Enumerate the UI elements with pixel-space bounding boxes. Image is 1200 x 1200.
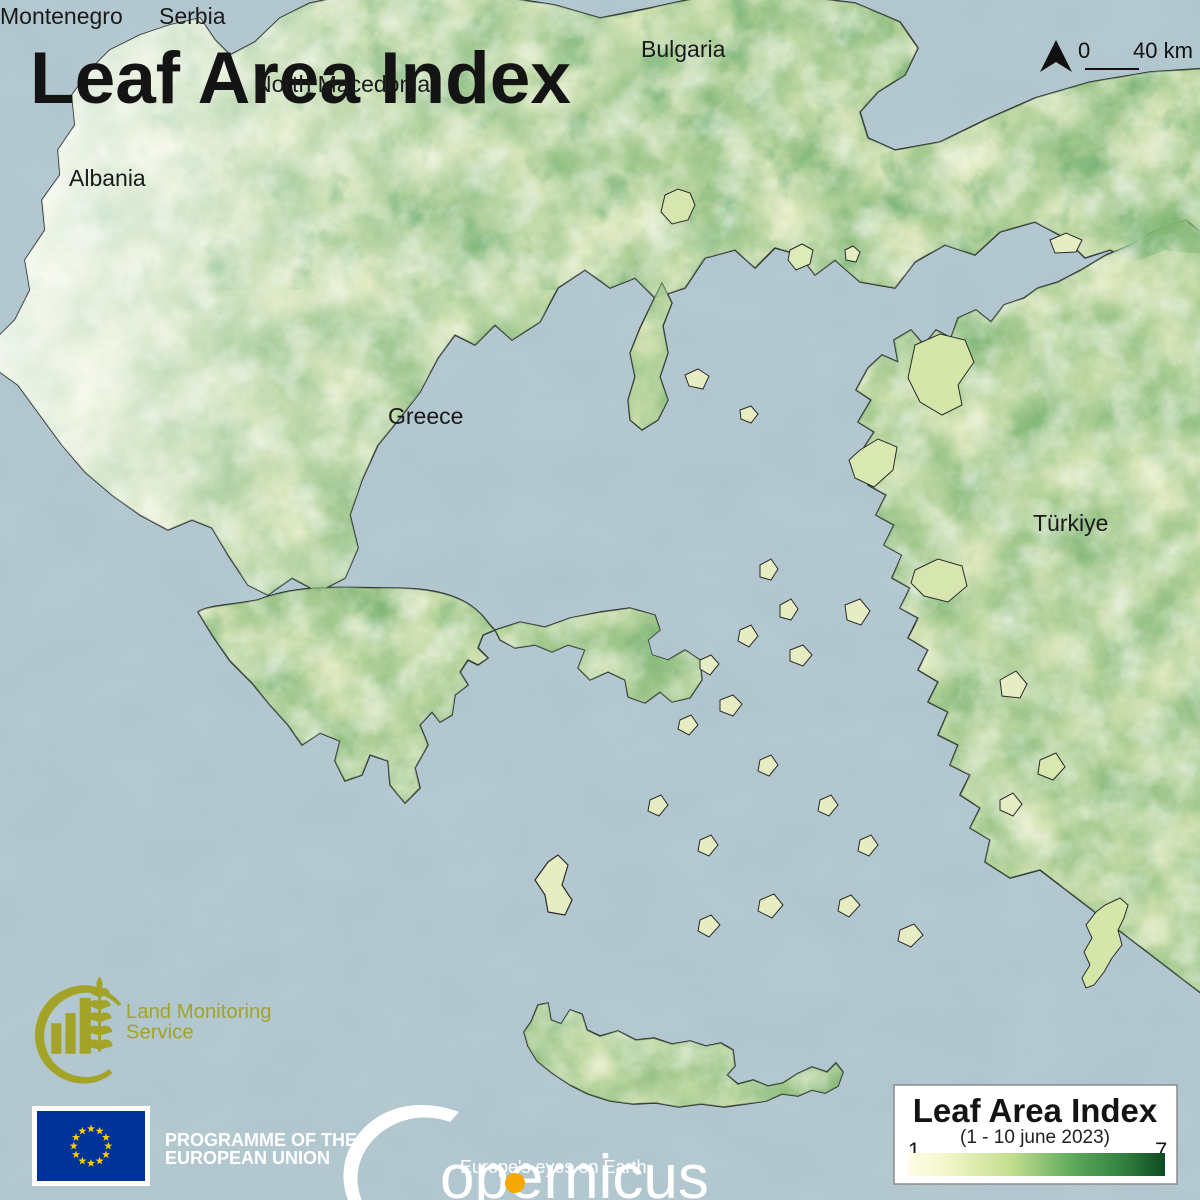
svg-text:Europe's eyes on Earth: Europe's eyes on Earth: [460, 1157, 647, 1177]
svg-text:Türkiye: Türkiye: [1033, 510, 1108, 536]
svg-text:Land Monitoring: Land Monitoring: [126, 1001, 272, 1023]
svg-text:(1 - 10 june 2023): (1 - 10 june 2023): [960, 1127, 1110, 1148]
svg-text:Serbia: Serbia: [159, 3, 226, 29]
svg-text:Service: Service: [126, 1022, 194, 1044]
svg-text:Albania: Albania: [69, 165, 146, 191]
svg-text:Leaf Area Index: Leaf Area Index: [913, 1092, 1158, 1129]
svg-text:PROGRAMME OF THE: PROGRAMME OF THE: [165, 1130, 357, 1150]
svg-text:Greece: Greece: [388, 403, 463, 429]
svg-text:Bulgaria: Bulgaria: [641, 36, 726, 62]
svg-text:0: 0: [1078, 38, 1090, 63]
svg-text:40 km: 40 km: [1133, 38, 1193, 63]
svg-text:North Macedonia: North Macedonia: [255, 71, 430, 97]
svg-text:EUROPEAN UNION: EUROPEAN UNION: [165, 1148, 330, 1168]
svg-text:Montenegro: Montenegro: [0, 3, 123, 29]
